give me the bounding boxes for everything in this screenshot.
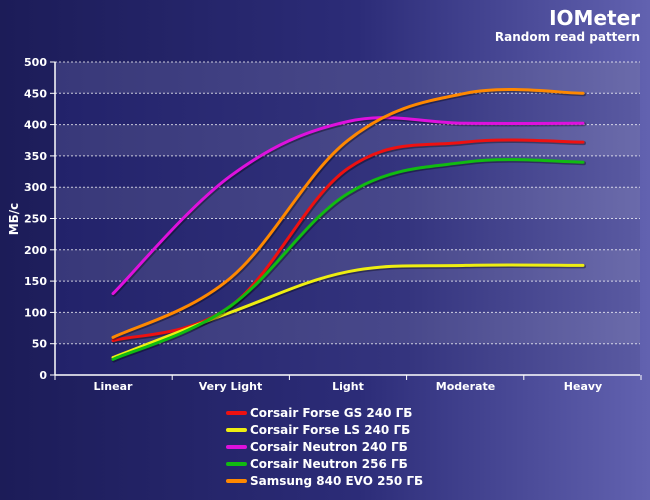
y-tick-label: 400: [24, 119, 47, 132]
legend: Corsair Forse GS 240 ГБ Corsair Forse LS …: [226, 406, 423, 488]
series-line-3: [111, 116, 585, 296]
series-line-2: [111, 263, 585, 359]
legend-label: Corsair Neutron 240 ГБ: [250, 440, 408, 454]
y-tick-label: 300: [24, 181, 47, 194]
y-tick-label: 250: [24, 213, 47, 226]
x-tick-label: Moderate: [436, 380, 495, 393]
legend-label: Corsair Neutron 256 ГБ: [250, 457, 408, 471]
chart-title: IOMeter: [549, 6, 640, 30]
y-tick-label: 0: [39, 369, 47, 382]
x-tick-label: Heavy: [564, 380, 602, 393]
x-tick-label: Very Light: [199, 380, 263, 393]
legend-label: Corsair Forse GS 240 ГБ: [250, 406, 412, 420]
grid-band: [55, 312, 640, 344]
y-tick-label: 100: [24, 306, 47, 319]
y-tick-label: 450: [24, 87, 47, 100]
series-lines: [111, 88, 586, 363]
y-axis-label: МБ/с: [7, 203, 21, 236]
legend-label: Samsung 840 EVO 250 ГБ: [250, 474, 423, 488]
series-line-4: [111, 158, 585, 361]
x-tick-label: Light: [332, 380, 364, 393]
x-axis-ticks: Linear Very Light Light Moderate Heavy: [54, 375, 642, 393]
y-tick-label: 500: [24, 56, 47, 69]
series-line-5: [111, 88, 585, 339]
legend-label: Corsair Forse LS 240 ГБ: [250, 423, 410, 437]
y-tick-label: 350: [24, 150, 47, 163]
y-tick-label: 50: [32, 338, 48, 351]
grid-band: [55, 62, 640, 94]
grid-band: [55, 187, 640, 219]
y-tick-label: 200: [24, 244, 47, 257]
x-tick-label: Linear: [94, 380, 133, 393]
y-tick-label: 150: [24, 275, 47, 288]
y-axis-ticks: 0 50 100 150 200 250 300 350 400 450 500: [24, 56, 55, 382]
chart-subtitle: Random read pattern: [495, 30, 640, 44]
